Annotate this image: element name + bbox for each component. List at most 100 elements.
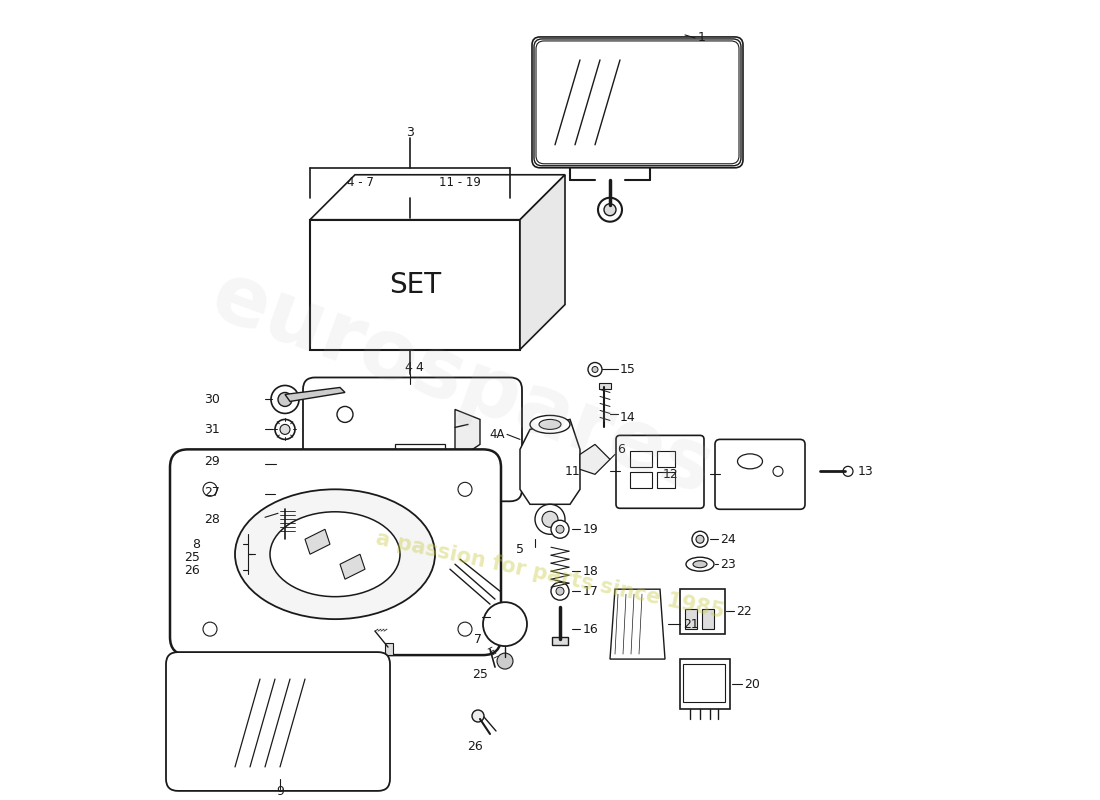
Text: 28: 28 (205, 513, 220, 526)
Circle shape (542, 511, 558, 527)
Circle shape (592, 366, 598, 373)
Ellipse shape (737, 454, 762, 469)
Text: 6: 6 (617, 443, 625, 456)
Circle shape (598, 198, 622, 222)
Circle shape (280, 458, 292, 470)
Circle shape (472, 710, 484, 722)
Text: 25: 25 (472, 667, 488, 681)
FancyBboxPatch shape (715, 439, 805, 510)
FancyBboxPatch shape (170, 450, 501, 655)
FancyBboxPatch shape (166, 652, 390, 791)
Text: 1: 1 (698, 31, 706, 45)
Bar (280, 506, 294, 511)
Text: 13: 13 (858, 465, 873, 478)
Ellipse shape (539, 419, 561, 430)
Text: 15: 15 (620, 363, 636, 376)
FancyBboxPatch shape (536, 41, 739, 164)
Text: eurospares: eurospares (200, 255, 724, 512)
Bar (630, 451, 652, 467)
Text: 16: 16 (583, 622, 598, 636)
Ellipse shape (693, 561, 707, 568)
Text: 18: 18 (583, 565, 598, 578)
Polygon shape (310, 174, 565, 220)
Text: 4 - 7: 4 - 7 (346, 176, 373, 190)
FancyBboxPatch shape (302, 378, 522, 502)
Bar (657, 451, 675, 467)
Text: 29: 29 (205, 455, 220, 468)
Text: 21: 21 (683, 618, 698, 630)
Text: 4A: 4A (490, 428, 505, 441)
Ellipse shape (530, 415, 570, 434)
Bar (552, 637, 568, 645)
Text: 26: 26 (185, 564, 200, 577)
Text: 17: 17 (583, 585, 598, 598)
Text: 7: 7 (474, 633, 482, 646)
Text: 4: 4 (404, 361, 411, 374)
Text: 5: 5 (516, 542, 524, 556)
Polygon shape (275, 487, 336, 502)
Text: 24: 24 (720, 533, 736, 546)
Circle shape (204, 622, 217, 636)
Text: 26: 26 (468, 741, 483, 754)
Text: 31: 31 (205, 423, 220, 436)
Circle shape (271, 386, 299, 414)
Bar (276, 454, 296, 474)
Text: 23: 23 (720, 558, 736, 570)
Text: 8: 8 (192, 538, 200, 550)
Circle shape (497, 653, 513, 669)
Bar (385, 643, 393, 655)
Text: SET: SET (389, 270, 441, 298)
Circle shape (458, 622, 472, 636)
Circle shape (556, 526, 564, 534)
Circle shape (280, 425, 290, 434)
Polygon shape (520, 174, 565, 350)
Polygon shape (520, 419, 580, 504)
Circle shape (696, 535, 704, 543)
Polygon shape (580, 444, 611, 474)
Circle shape (278, 393, 292, 406)
Text: 11: 11 (564, 465, 580, 478)
Circle shape (337, 456, 353, 472)
Bar (395, 444, 446, 474)
Bar (683, 664, 725, 702)
Text: 11 - 19: 11 - 19 (439, 176, 481, 190)
Bar (310, 220, 520, 350)
Circle shape (773, 466, 783, 476)
Polygon shape (455, 410, 480, 454)
Polygon shape (285, 387, 345, 402)
Circle shape (337, 406, 353, 422)
Polygon shape (340, 554, 365, 579)
Circle shape (588, 362, 602, 377)
FancyBboxPatch shape (616, 435, 704, 508)
Bar (600, 383, 610, 390)
Bar (657, 472, 675, 488)
Text: 19: 19 (583, 522, 598, 536)
Text: 9: 9 (276, 786, 284, 798)
Circle shape (556, 587, 564, 595)
Ellipse shape (235, 490, 434, 619)
FancyBboxPatch shape (532, 37, 742, 168)
Bar (630, 472, 652, 488)
Circle shape (551, 520, 569, 538)
Text: 3: 3 (406, 126, 414, 139)
Text: 12: 12 (662, 468, 678, 481)
Circle shape (275, 419, 295, 439)
Bar (685, 609, 697, 629)
Polygon shape (305, 530, 330, 554)
Text: a passion for parts since 1985: a passion for parts since 1985 (374, 529, 726, 622)
Text: 30: 30 (205, 393, 220, 406)
Text: 27: 27 (205, 486, 220, 499)
Circle shape (551, 582, 569, 600)
Bar (702, 609, 714, 629)
Circle shape (843, 466, 852, 476)
Text: 22: 22 (736, 605, 751, 618)
Ellipse shape (686, 558, 714, 571)
Bar (680, 589, 725, 634)
Ellipse shape (270, 512, 400, 597)
Circle shape (204, 482, 217, 496)
Polygon shape (610, 589, 665, 659)
Text: 20: 20 (744, 678, 760, 690)
Circle shape (483, 602, 527, 646)
FancyBboxPatch shape (534, 39, 741, 166)
Text: 25: 25 (184, 550, 200, 564)
